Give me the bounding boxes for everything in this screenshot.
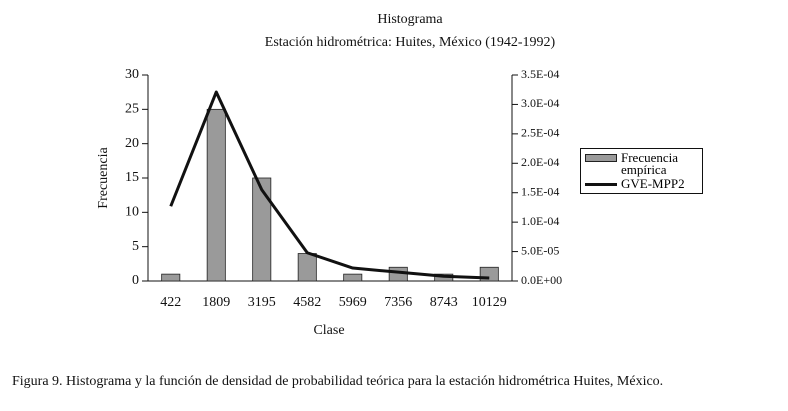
y2-tick-label: 3.0E-04 bbox=[521, 96, 559, 110]
bar bbox=[206, 108, 226, 282]
x-tick-label: 8743 bbox=[430, 295, 458, 310]
y-tick-label: 20 bbox=[125, 136, 139, 151]
x-axis-label: Clase bbox=[313, 323, 344, 338]
y2-tick-label: 5.0E-05 bbox=[521, 243, 559, 257]
line bbox=[169, 90, 490, 280]
y2-tick-label: 0.0E+00 bbox=[521, 273, 562, 287]
y2-tick-label: 1.5E-04 bbox=[521, 184, 559, 198]
y2-tick-label: 3.5E-04 bbox=[521, 67, 559, 81]
x-tick-label: 3195 bbox=[248, 295, 276, 310]
legend-label: Frecuencia empírica bbox=[621, 150, 679, 177]
legend-item: GVE-MPP2 bbox=[581, 177, 702, 191]
legend-item: Frecuencia empírica bbox=[581, 151, 702, 177]
bar bbox=[297, 253, 317, 282]
y-axis-label: Frecuencia bbox=[96, 147, 111, 209]
legend: Frecuencia empírica GVE-MPP2 bbox=[580, 148, 703, 194]
legend-label: GVE-MPP2 bbox=[621, 176, 685, 191]
x-tick-label: 5969 bbox=[339, 295, 367, 310]
caption: Figura 9. Histograma y la función de den… bbox=[12, 374, 664, 389]
chart-title: Histograma bbox=[377, 12, 443, 27]
y-tick-label: 30 bbox=[125, 67, 139, 82]
bar bbox=[252, 177, 272, 282]
y-tick-label: 25 bbox=[125, 102, 139, 117]
legend-swatch bbox=[585, 180, 617, 186]
y-tick-label: 5 bbox=[132, 239, 139, 254]
chart-subtitle: Estación hidrométrica: Huites, México (1… bbox=[265, 35, 556, 50]
legend-swatch bbox=[585, 154, 617, 162]
x-tick-label: 10129 bbox=[472, 295, 507, 310]
x-tick-label: 4582 bbox=[293, 295, 321, 310]
y-tick-label: 10 bbox=[125, 205, 139, 220]
x-tick-label: 422 bbox=[160, 295, 181, 310]
x-tick-label: 7356 bbox=[384, 295, 412, 310]
y-tick-label: 0 bbox=[132, 273, 139, 288]
y2-tick-label: 2.5E-04 bbox=[521, 126, 559, 140]
y2-tick-label: 2.0E-04 bbox=[521, 155, 559, 169]
y2-tick-label: 1.0E-04 bbox=[521, 214, 559, 228]
bar bbox=[343, 273, 363, 282]
x-tick-label: 1809 bbox=[202, 295, 230, 310]
y-tick-label: 15 bbox=[125, 170, 139, 185]
bar bbox=[161, 273, 181, 282]
